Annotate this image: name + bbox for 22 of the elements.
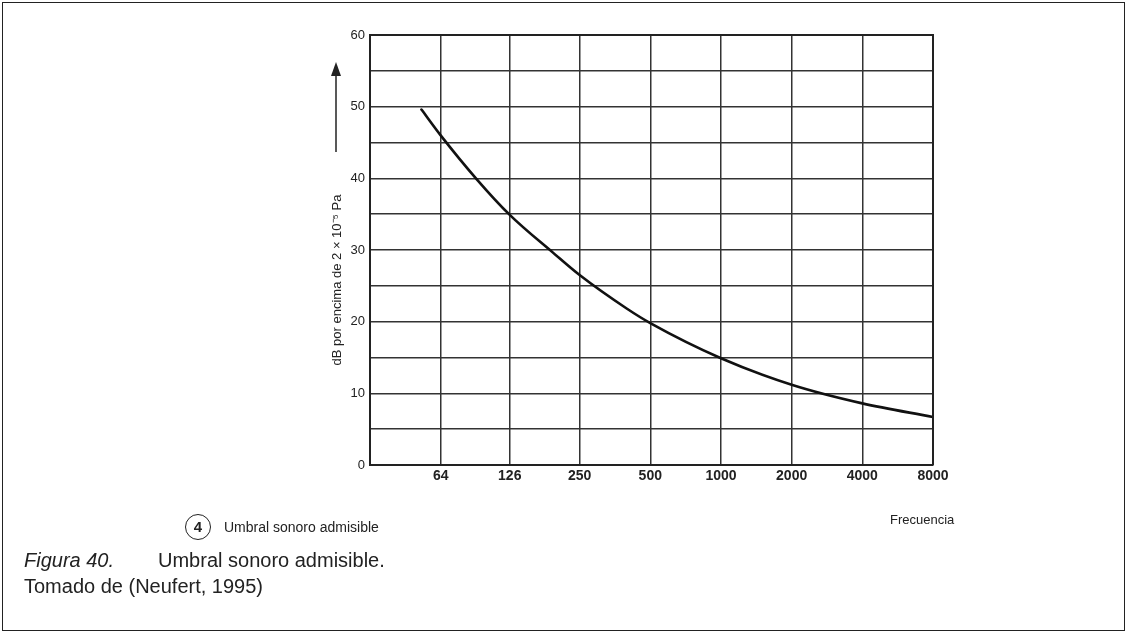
x-tick-label: 4000 <box>846 467 879 484</box>
text: 4 <box>185 514 211 540</box>
y-tick-label: 60 <box>350 26 365 42</box>
x-tick-label: 500 <box>638 467 663 484</box>
y-axis-title: dB por encima de 2 × 10⁻⁵ Pa <box>328 194 345 366</box>
text: Umbral sonoro admisible <box>224 519 379 535</box>
text: Figura 40. <box>24 549 115 572</box>
y-tick-label: 0 <box>357 456 365 472</box>
x-tick-label: 126 <box>498 467 522 484</box>
x-tick-label: 8000 <box>917 467 949 484</box>
y-tick-label: 20 <box>350 313 365 329</box>
x-tick-label: 1000 <box>705 467 737 484</box>
x-tick-label: 2000 <box>776 467 808 484</box>
x-tick-label: 250 <box>567 467 592 484</box>
y-tick-label: 10 <box>350 384 365 400</box>
text: Tomado de (Neufert, 1995) <box>24 575 264 598</box>
y-tick-label: 30 <box>350 241 365 257</box>
y-tick-label: 50 <box>350 98 365 114</box>
x-axis-title: Frecuencia <box>890 512 955 527</box>
text: Umbral sonoro admisible. <box>158 549 385 572</box>
x-tick-label: 64 <box>432 467 449 484</box>
y-tick-label: 40 <box>350 169 365 185</box>
